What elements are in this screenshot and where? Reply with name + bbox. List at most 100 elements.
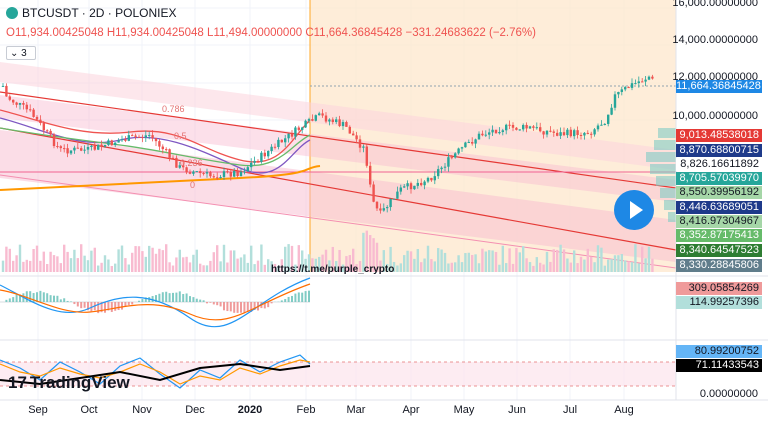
fib-band: [0, 95, 676, 202]
macd-histogram-bar: [76, 302, 79, 307]
volume-bar: [42, 251, 45, 272]
volume-bar: [219, 261, 222, 272]
indicator-count: 3: [21, 48, 27, 59]
volume-bar: [620, 254, 623, 272]
time-tick: Jul: [562, 404, 578, 416]
volume-bar: [131, 252, 134, 272]
candle-body: [209, 172, 212, 177]
price-tag: 8,826.16611892: [676, 158, 762, 171]
volume-bar: [120, 245, 124, 272]
telegram-link[interactable]: https://t.me/purple_crypto: [271, 264, 395, 275]
rsi-line: [0, 362, 311, 386]
candle-body: [202, 173, 205, 175]
symbol-header[interactable]: BTCUSDT · 2D · POLONIEX: [6, 6, 176, 20]
volume-bar: [314, 258, 317, 272]
candle-body: [508, 124, 511, 126]
price-tag: 8,416.97304967: [676, 215, 762, 228]
volume-bar: [250, 245, 253, 272]
candle-body: [328, 119, 331, 122]
candle-body: [267, 151, 270, 157]
volume-bar: [484, 251, 487, 272]
volume-bar: [73, 249, 76, 272]
volume-bar: [199, 263, 202, 272]
volume-bar: [253, 264, 256, 272]
volume-bar: [178, 249, 181, 272]
volume-bar: [596, 245, 600, 272]
volume-bar: [341, 264, 345, 272]
macd-histogram-bar: [253, 302, 256, 311]
candle-body: [229, 171, 232, 177]
candle-body: [59, 146, 62, 149]
play-button[interactable]: [614, 190, 654, 230]
volume-bar: [35, 245, 39, 272]
volume-bar: [617, 255, 620, 272]
volume-bar: [454, 262, 457, 272]
volume-bar: [491, 250, 494, 272]
candle-body: [651, 76, 654, 79]
macd-histogram-bar: [155, 295, 157, 302]
volume-bar: [59, 263, 62, 272]
candle-body: [620, 89, 623, 92]
volume-bar: [290, 245, 294, 272]
macd-histogram-bar: [15, 294, 18, 302]
volume-bar: [365, 230, 368, 272]
candle-body: [239, 171, 243, 177]
macd-histogram-bar: [32, 293, 35, 302]
volume-bar: [464, 253, 467, 272]
candle-body: [148, 135, 151, 137]
indicator-collapse-button[interactable]: ⌄ 3: [6, 46, 36, 60]
candle-body: [358, 139, 362, 148]
candle-body: [76, 147, 79, 149]
volume-bar: [600, 247, 603, 272]
candle-body: [42, 123, 45, 131]
open-value: O11,934.00425048: [6, 27, 104, 39]
volume-bar: [168, 262, 171, 272]
volume-bar: [457, 255, 460, 272]
volume-bar: [403, 255, 406, 272]
volume-bar: [134, 246, 137, 272]
candle-body: [226, 171, 229, 173]
candle-body: [161, 146, 164, 150]
volume-bar: [76, 258, 79, 272]
volume-bar: [263, 264, 266, 272]
volume-bar: [576, 263, 579, 272]
volume-bar: [573, 250, 576, 272]
candle-body: [250, 162, 253, 168]
candle-body: [307, 119, 311, 121]
candle-body: [576, 130, 579, 136]
ma-red: [0, 109, 311, 163]
volume-bar: [372, 238, 375, 272]
candle-body: [382, 208, 385, 211]
macd-histogram-bar: [5, 299, 8, 302]
candle-body: [22, 103, 25, 105]
volume-profile-bar: [650, 164, 676, 174]
volume-profile-bar: [668, 212, 676, 222]
volume-bar: [481, 248, 484, 272]
candle-body: [331, 119, 334, 123]
volume-bar: [32, 248, 35, 272]
volume-bar: [583, 259, 586, 272]
volume-bar: [593, 262, 596, 272]
volume-bar: [586, 248, 589, 272]
volume-bar: [100, 262, 103, 272]
macd-histogram-bar: [301, 292, 304, 302]
candle-body: [641, 81, 644, 83]
candle-body: [409, 183, 413, 190]
tradingview-logo[interactable]: 17 TradingView: [8, 373, 130, 393]
candle-body: [457, 148, 460, 154]
macd-histogram-bar: [39, 290, 42, 302]
candle-body: [528, 126, 532, 129]
volume-bar: [80, 244, 83, 272]
candle-body: [287, 133, 290, 139]
volume-bar: [114, 263, 117, 272]
volume-bar: [355, 264, 358, 272]
candle-body: [338, 119, 341, 127]
candle-body: [552, 131, 555, 133]
volume-bar: [161, 250, 164, 272]
volume-bar: [508, 248, 511, 272]
time-tick: Nov: [132, 404, 152, 416]
candle-body: [154, 138, 158, 142]
candle-body: [73, 147, 76, 151]
candle-body: [178, 165, 181, 168]
